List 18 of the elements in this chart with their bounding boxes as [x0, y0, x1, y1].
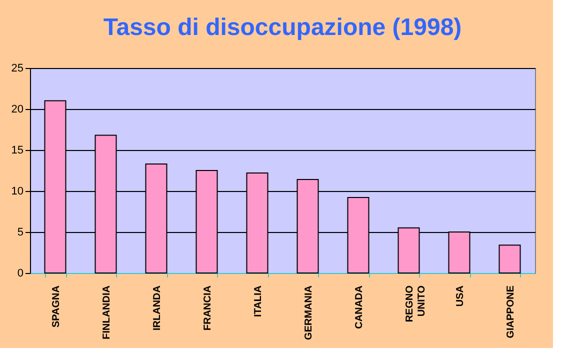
x-tick-label: REGNO UNITO: [404, 285, 428, 322]
y-tick-label: 20: [11, 104, 24, 116]
x-tick-label: ITALIA: [252, 286, 264, 317]
y-tick-label: 10: [11, 186, 24, 198]
y-tick-label: 0: [17, 268, 24, 280]
chart-title: Tasso di disoccupazione (1998): [103, 14, 462, 41]
bar: [498, 244, 521, 274]
y-tick-label: 15: [11, 144, 24, 156]
y-tick-label: 25: [11, 62, 24, 74]
x-tick-label: IRLANDA: [152, 286, 163, 330]
x-tick-label: GIAPPONE: [505, 285, 516, 338]
x-tick-label: SPAGNA: [50, 286, 62, 328]
x-tick-label: CANADA: [354, 286, 365, 329]
x-tick-label: FINLANDIA: [101, 286, 112, 340]
x-tick-label: FRANCIA: [202, 286, 214, 330]
y-tick-label: 5: [17, 226, 24, 238]
x-tick-label: USA: [454, 286, 466, 307]
x-tick-label: GERMANIA: [303, 286, 314, 340]
